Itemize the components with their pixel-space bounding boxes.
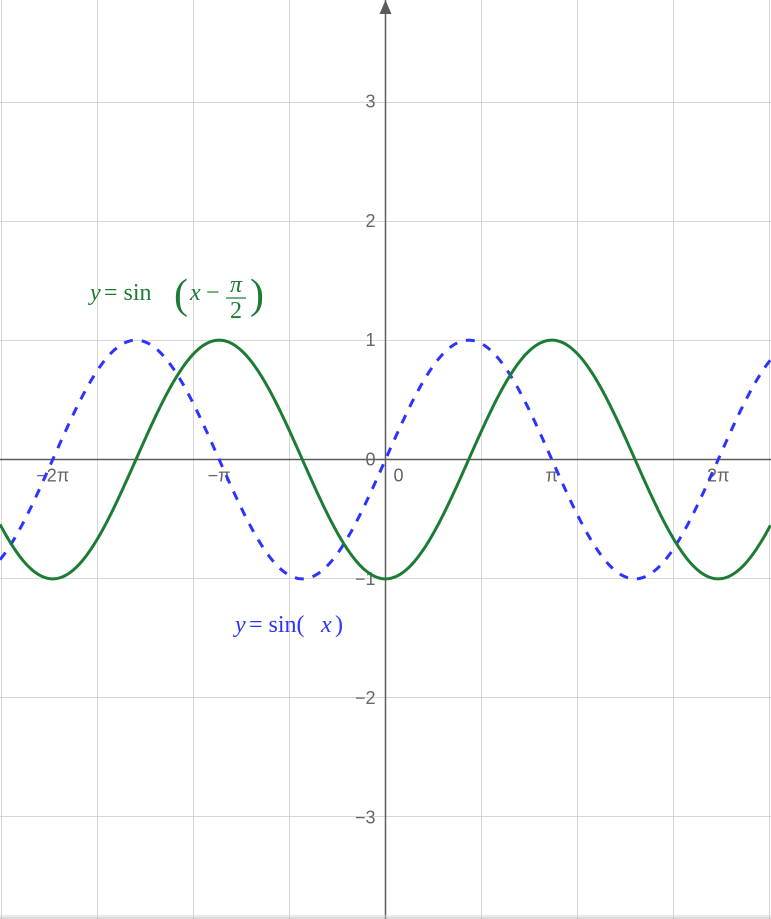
svg-text:y: y [88, 280, 101, 306]
y-tick-label: −3 [355, 808, 376, 828]
svg-text:π: π [230, 272, 243, 298]
svg-text:= sin(: = sin( [249, 612, 305, 638]
svg-text:x: x [189, 280, 201, 306]
svg-text:= sin: = sin [104, 280, 152, 306]
svg-text:−: − [206, 280, 220, 306]
y-tick-label: 1 [365, 330, 375, 350]
x-tick-label: −2π [36, 466, 69, 486]
sine-shift-chart: −3−2−10123−2π−π0π2πy = sin (x−π2)y = sin… [0, 0, 771, 919]
svg-text:y: y [233, 612, 246, 638]
svg-text:): ) [250, 272, 264, 318]
x-tick-label: 0 [394, 466, 404, 486]
y-tick-label: 3 [365, 91, 375, 111]
svg-text:2: 2 [230, 298, 242, 324]
svg-text:(: ( [174, 272, 188, 318]
y-tick-label: −2 [355, 688, 376, 708]
y-tick-label: 2 [365, 211, 375, 231]
svg-text:): ) [335, 612, 343, 638]
label-sin-base: y = sin( x) [233, 612, 343, 638]
svg-text:x: x [320, 612, 332, 638]
y-tick-label: 0 [365, 450, 375, 470]
